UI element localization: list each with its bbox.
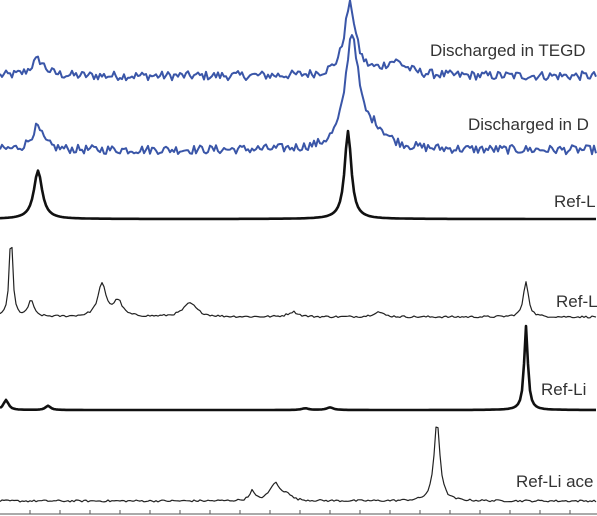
label-layer: Discharged in TEGD Discharged in D Ref-L… [430, 41, 597, 491]
series-line-ref-li-acetate [0, 426, 597, 503]
series-line-discharged-in-dme [0, 34, 597, 156]
series-line-ref-li2o2 [0, 129, 596, 221]
series-line-ref-li2co3 [0, 324, 596, 412]
trace-label-ref-li-acetate: Ref-Li ace [516, 472, 593, 491]
trace-layer [0, 0, 597, 503]
trace-label-ref-li2o2: Ref-L [554, 192, 596, 211]
series-line-ref-lioh [0, 246, 597, 319]
trace-label-ref-lioh: Ref-L [556, 292, 597, 311]
trace-label-discharged-tegd: Discharged in TEGD [430, 41, 586, 60]
trace-label-ref-li2co3: Ref-Li [541, 380, 586, 399]
x-axis [0, 510, 597, 515]
series-line-discharged-in-tegd [0, 0, 597, 82]
trace-label-discharged-dme: Discharged in D [468, 115, 589, 134]
